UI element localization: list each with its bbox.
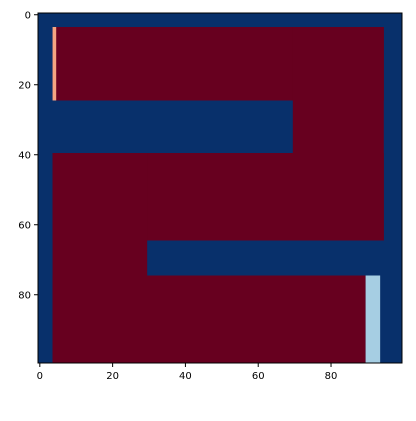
y-axis: 0 20 40 60 80 xyxy=(18,10,38,301)
plot-area xyxy=(37,12,403,364)
heatmap-regions xyxy=(52,27,384,363)
y-tick-label: 20 xyxy=(18,80,31,91)
y-tick-label: 80 xyxy=(18,290,31,301)
x-tick-label: 60 xyxy=(252,371,265,382)
x-tick-label: 40 xyxy=(179,371,192,382)
y-tick-label: 0 xyxy=(25,10,31,21)
y-tick-label: 40 xyxy=(18,150,31,161)
x-tick-label: 20 xyxy=(106,371,119,382)
end-marker xyxy=(365,275,381,363)
x-tick-label: 0 xyxy=(37,371,43,382)
y-tick-label: 60 xyxy=(18,220,31,231)
axes-frame xyxy=(37,12,403,364)
x-tick-label: 80 xyxy=(325,371,338,382)
start-marker xyxy=(52,27,57,101)
lower-red-band xyxy=(52,275,366,363)
x-axis: 0 20 40 60 80 xyxy=(37,363,338,382)
